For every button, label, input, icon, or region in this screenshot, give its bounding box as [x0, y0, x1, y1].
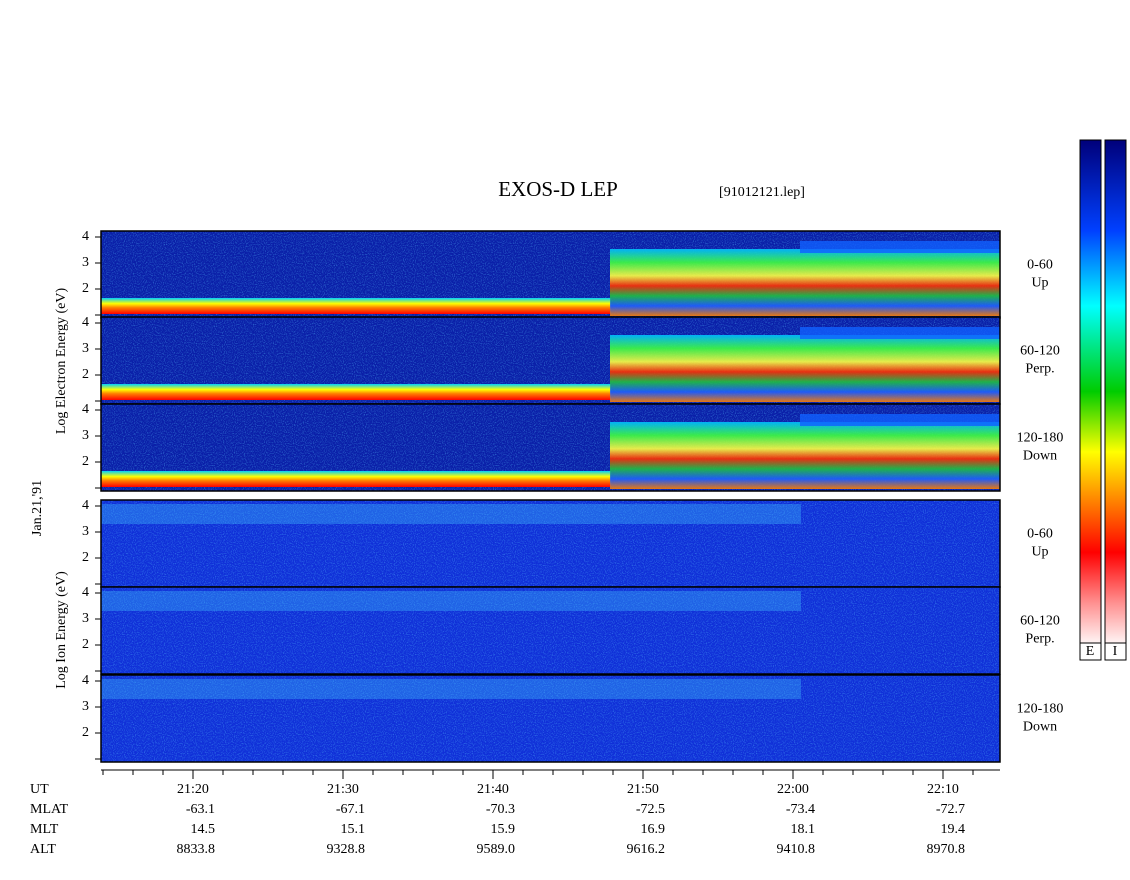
- panel-sublabel: Up: [1031, 545, 1048, 560]
- y-tick-label: 4: [82, 402, 89, 417]
- spectrogram-noise: [101, 500, 1000, 587]
- row-value: 9410.8: [777, 842, 816, 857]
- ion-feature: [101, 504, 801, 524]
- y-tick-label: 4: [82, 673, 89, 688]
- time-label: 22:00: [777, 782, 809, 797]
- colorbar-label: E: [1086, 644, 1095, 659]
- hot-plasma-top: [800, 327, 1000, 339]
- spectrogram-noise: [101, 675, 1000, 762]
- row-value: 15.1: [341, 822, 366, 837]
- row-value: -72.5: [636, 802, 665, 817]
- time-label: 22:10: [927, 782, 959, 797]
- row-value: -73.4: [786, 802, 815, 817]
- date-label: Jan.21,'91: [30, 480, 45, 536]
- panel-sublabel: Up: [1031, 276, 1048, 291]
- panel-sublabel: Down: [1023, 449, 1057, 464]
- colorbar-i: [1104, 139, 1127, 644]
- colorbar-label-box: [1104, 642, 1127, 661]
- row-value: 15.9: [491, 822, 516, 837]
- row-value: 8970.8: [927, 842, 966, 857]
- time-label: 21:40: [477, 782, 509, 797]
- time-label: 21:50: [627, 782, 659, 797]
- row-name: MLT: [30, 822, 59, 837]
- y-tick-label: 3: [82, 428, 89, 443]
- panel-label: 120-180: [1017, 431, 1064, 446]
- ion-feature: [101, 591, 801, 611]
- time-label: 21:30: [327, 782, 359, 797]
- y-tick-label: 2: [82, 550, 89, 565]
- panel-label: 0-60: [1027, 258, 1053, 273]
- panel-frame: [100, 674, 1001, 763]
- row-value: 9328.8: [327, 842, 366, 857]
- panels: 2 3 4 0-60 Up 2 3 4 60-120 Perp. 2 3 4 120-180 Down 2 3 4…: [82, 229, 1064, 763]
- row-value: 9616.2: [627, 842, 666, 857]
- panel-sublabel: Perp.: [1025, 632, 1054, 647]
- hot-plasma: [610, 422, 1000, 489]
- title: EXOS-D LEP: [498, 177, 618, 201]
- y-tick-label: 2: [82, 454, 89, 469]
- ion-axis-label: Log Ion Energy (eV): [54, 571, 69, 689]
- colorbar-label-box: [1079, 642, 1102, 661]
- y-tick-label: 3: [82, 341, 89, 356]
- y-tick-label: 4: [82, 498, 89, 513]
- row-name: MLAT: [30, 802, 69, 817]
- y-tick-label: 4: [82, 315, 89, 330]
- hot-plasma-top: [800, 241, 1000, 253]
- panel-frame: [100, 403, 1001, 492]
- time-label: 21:20: [177, 782, 209, 797]
- y-tick-label: 2: [82, 637, 89, 652]
- panel-label: 120-180: [1017, 702, 1064, 717]
- panel-sublabel: Perp.: [1025, 362, 1054, 377]
- panel-frame: [100, 586, 1001, 675]
- row-value: 9589.0: [477, 842, 516, 857]
- panel-sublabel: Down: [1023, 720, 1057, 735]
- footer-table: UT 21:20 21:30 21:40 21:50 22:00 22:10 MLAT -63.…: [30, 782, 965, 857]
- row-value: -70.3: [486, 802, 515, 817]
- low-energy-band: [101, 298, 611, 314]
- colorbars: E I: [1079, 139, 1127, 661]
- ion-feature: [101, 679, 801, 699]
- file-name: [91012121.lep]: [719, 185, 805, 200]
- y-tick-label: 2: [82, 281, 89, 296]
- hot-plasma-top: [800, 414, 1000, 426]
- hot-plasma: [610, 335, 1000, 402]
- electron-axis-label: Log Electron Energy (eV): [54, 288, 69, 435]
- y-tick-label: 2: [82, 367, 89, 382]
- y-tick-label: 3: [82, 611, 89, 626]
- y-tick-label: 2: [82, 725, 89, 740]
- y-tick-label: 4: [82, 585, 89, 600]
- panel-label: 0-60: [1027, 527, 1053, 542]
- y-tick-label: 4: [82, 229, 89, 244]
- low-energy-band: [101, 384, 611, 400]
- spectrogram-noise: [101, 587, 1000, 674]
- colorbar-label: I: [1113, 644, 1118, 659]
- row-value: 16.9: [641, 822, 666, 837]
- y-tick-label: 3: [82, 524, 89, 539]
- hot-plasma: [610, 249, 1000, 316]
- x-axis: [101, 769, 1000, 779]
- row-value: 18.1: [791, 822, 816, 837]
- low-energy-band: [101, 471, 611, 487]
- row-value: 8833.8: [177, 842, 216, 857]
- row-value: -67.1: [336, 802, 365, 817]
- y-tick-label: 3: [82, 255, 89, 270]
- row-value: -63.1: [186, 802, 215, 817]
- row-value: -72.7: [936, 802, 965, 817]
- y-tick-label: 3: [82, 699, 89, 714]
- panel-label: 60-120: [1020, 614, 1060, 629]
- row-value: 14.5: [191, 822, 216, 837]
- row-value: 19.4: [941, 822, 966, 837]
- colorbar-e: [1079, 139, 1102, 644]
- row-name: ALT: [30, 842, 56, 857]
- panel-label: 60-120: [1020, 344, 1060, 359]
- row-name: UT: [30, 782, 49, 797]
